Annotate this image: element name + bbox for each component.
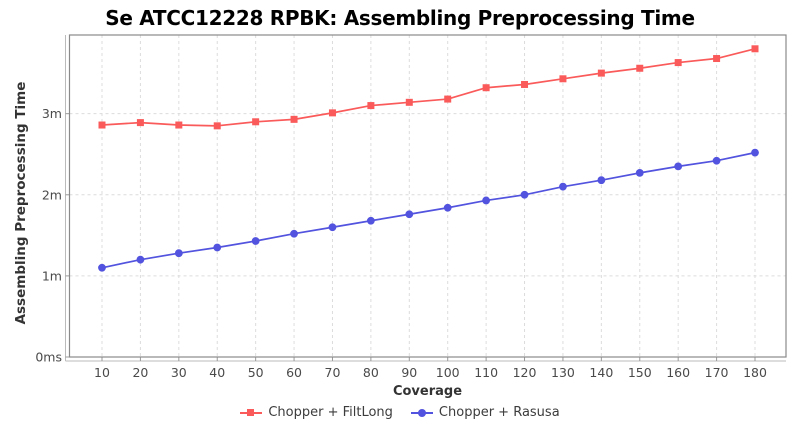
data-point-rasusa: [405, 210, 414, 219]
x-tick-label: 10: [94, 365, 110, 380]
data-point-rasusa: [366, 216, 375, 225]
data-point-rasusa: [674, 162, 683, 171]
data-point-filtlong: [713, 55, 721, 63]
data-point-rasusa: [328, 223, 337, 232]
x-tick-label: 130: [551, 365, 575, 380]
legend-square-red: [247, 409, 255, 416]
data-point-filtlong: [136, 119, 144, 127]
data-point-filtlong: [482, 84, 490, 92]
y-tick-label: 1m: [42, 268, 62, 283]
x-tick-label: 80: [363, 365, 379, 380]
data-point-filtlong: [636, 64, 644, 72]
legend-square-marker-icon: [240, 408, 263, 418]
legend-item-filtlong: Chopper + FiltLong: [240, 405, 393, 420]
x-tick-label: 140: [589, 365, 613, 380]
series-line-rasusa: [101, 151, 756, 269]
data-point-rasusa: [751, 148, 759, 157]
data-point-rasusa: [98, 263, 106, 272]
x-tick-label: 60: [286, 365, 302, 380]
y-axis-label: Assembling Preprocessing Time: [13, 81, 29, 325]
data-point-rasusa: [174, 249, 183, 258]
data-point-rasusa: [559, 182, 567, 191]
data-point-filtlong: [751, 45, 759, 53]
data-point-filtlong: [98, 121, 106, 129]
y-tick-label: 2m: [42, 187, 62, 202]
x-tick-label: 70: [325, 365, 341, 380]
data-point-filtlong: [175, 121, 183, 129]
data-point-filtlong: [367, 102, 375, 110]
data-point-rasusa: [213, 243, 222, 252]
y-tick-label: 0ms: [35, 350, 62, 365]
data-point-rasusa: [482, 196, 491, 205]
data-point-filtlong: [521, 80, 529, 88]
data-point-filtlong: [444, 95, 452, 103]
x-tick-label: 150: [628, 365, 652, 380]
data-point-filtlong: [252, 118, 260, 126]
x-tick-label: 160: [666, 365, 690, 380]
legend: Chopper + FiltLong Chopper + Rasusa: [0, 405, 800, 420]
x-tick-label: 20: [132, 365, 148, 380]
data-point-rasusa: [290, 229, 298, 238]
data-point-rasusa: [635, 168, 644, 177]
legend-item-rasusa: Chopper + Rasusa: [410, 405, 560, 420]
data-point-filtlong: [328, 109, 336, 117]
plot-frame: [68, 34, 787, 358]
legend-circle-blue: [417, 408, 426, 417]
data-point-rasusa: [520, 190, 529, 199]
x-tick-label: 170: [705, 365, 729, 380]
data-point-filtlong: [405, 98, 413, 106]
data-point-rasusa: [712, 156, 721, 165]
data-point-rasusa: [251, 237, 260, 245]
legend-label-rasusa: Chopper + Rasusa: [438, 405, 560, 420]
data-point-filtlong: [290, 115, 298, 123]
x-tick-label: 50: [248, 365, 264, 380]
data-point-rasusa: [136, 255, 145, 264]
x-tick-label: 120: [513, 365, 537, 380]
data-point-filtlong: [674, 59, 682, 67]
data-point-filtlong: [213, 122, 221, 130]
x-axis-label: Coverage: [392, 384, 463, 399]
x-tick-label: 40: [209, 365, 225, 380]
x-tick-label: 180: [743, 365, 767, 380]
data-point-rasusa: [443, 203, 452, 212]
x-tick-label: 100: [436, 365, 460, 380]
y-tick-label: 3m: [42, 106, 62, 121]
data-point-rasusa: [597, 176, 606, 185]
data-point-filtlong: [597, 69, 605, 77]
x-tick-label: 90: [401, 365, 417, 380]
data-point-filtlong: [559, 75, 567, 83]
legend-circle-marker-icon: [410, 408, 433, 418]
x-tick-label: 110: [474, 365, 498, 380]
legend-label-filtlong: Chopper + FiltLong: [268, 405, 393, 420]
chart-title: Se ATCC12228 RPBK: Assembling Preprocess…: [105, 6, 695, 30]
x-tick-label: 30: [171, 365, 187, 380]
series-line-filtlong: [101, 47, 756, 127]
